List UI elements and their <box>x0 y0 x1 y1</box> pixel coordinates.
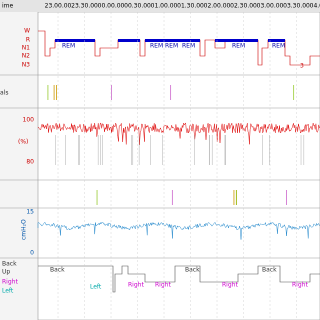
time-tick: 03.30.00 <box>283 3 310 10</box>
spo2-tick: 80 <box>26 159 34 166</box>
time-tick: 02.30.00 <box>230 3 257 10</box>
n3-mark: 3 <box>300 63 304 70</box>
spo2-tick: 100 <box>23 117 35 124</box>
position-row: Back <box>2 261 17 268</box>
stage-label: R <box>26 37 30 44</box>
stage-label: W <box>24 28 30 35</box>
time-bar <box>0 0 320 12</box>
rem-label: REM <box>62 43 75 50</box>
time-tick: 01.30.00 <box>177 3 204 10</box>
position-segment: Right <box>155 282 171 289</box>
stage-label: N2 <box>22 53 30 60</box>
plot-area <box>37 11 320 320</box>
position-segment: Back <box>50 267 65 274</box>
stage-label: N1 <box>22 45 30 52</box>
pressure-tick: 15 <box>26 209 34 216</box>
spo2-unit: (%) <box>18 139 28 146</box>
stage-label: N3 <box>22 62 30 69</box>
position-segment: Back <box>262 267 277 274</box>
time-tick: 00.00.00 <box>98 3 125 10</box>
rem-label: REM <box>232 43 245 50</box>
pressure-unit: cmH₂O <box>21 219 28 240</box>
time-tick: 02.00.00 <box>204 3 231 10</box>
time-tick: 23.00.00 <box>45 3 72 10</box>
time-tick: 00.30.00 <box>124 3 151 10</box>
time-tick: 04.00.00 <box>310 3 320 10</box>
rem-label: REM <box>272 43 285 50</box>
time-tick: 01.00.00 <box>151 3 178 10</box>
rem-bars <box>55 39 285 42</box>
position-segment: Left <box>90 284 102 291</box>
position-segment: Right <box>292 282 308 289</box>
position-row: Up <box>2 269 10 276</box>
time-tick: 23.30.00 <box>71 3 98 10</box>
time-tick: 03.00.00 <box>257 3 284 10</box>
position-segment: Right <box>128 282 144 289</box>
panel-dividers <box>0 74 320 259</box>
pressure-tick: 0 <box>30 250 34 257</box>
position-row: Left <box>2 288 14 295</box>
time-label: ime <box>2 3 14 10</box>
position-segment: Back <box>185 267 200 274</box>
rem-label: REM <box>182 43 195 50</box>
rem-label: REM <box>150 43 163 50</box>
rem-label: REM <box>165 43 178 50</box>
position-segment: Right <box>222 282 238 289</box>
events-label: als <box>0 90 8 97</box>
spo2-trace <box>37 122 320 145</box>
position-trace <box>38 265 320 293</box>
position-row: Right <box>2 279 18 286</box>
